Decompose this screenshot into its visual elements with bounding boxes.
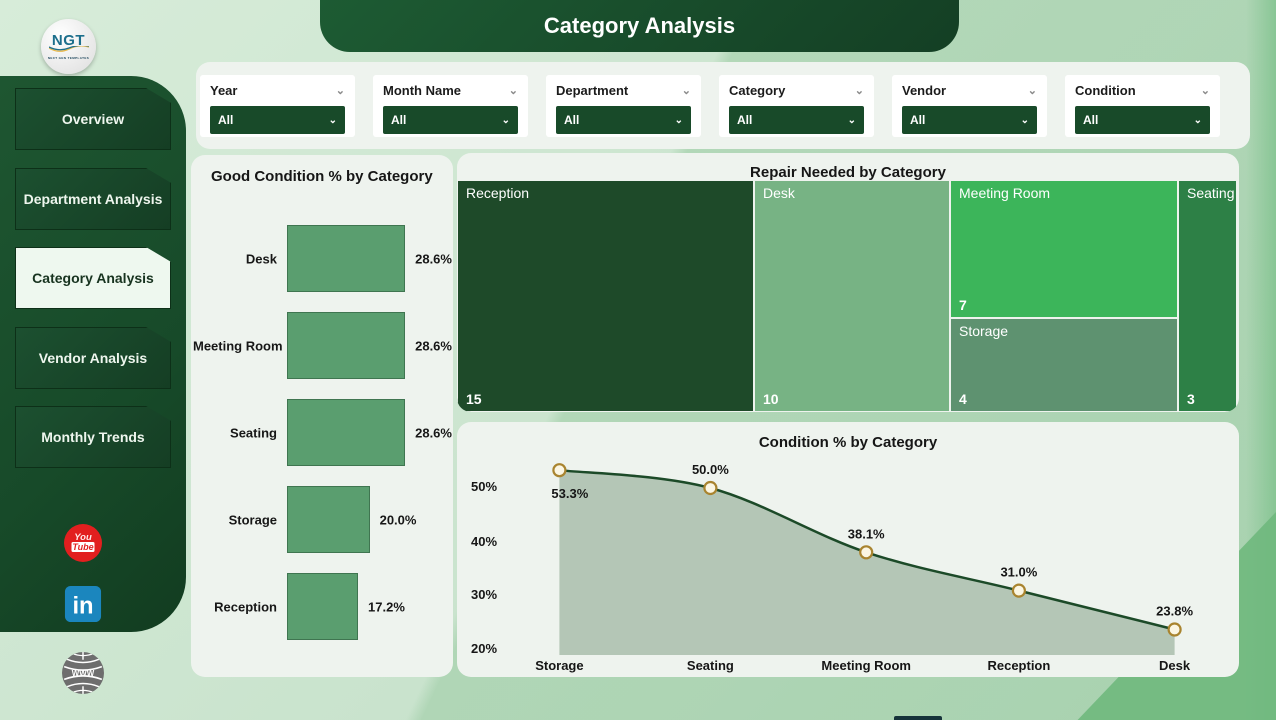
svg-text:23.8%: 23.8% [1156, 604, 1193, 619]
svg-text:31.0%: 31.0% [1000, 565, 1037, 580]
svg-text:Tube: Tube [72, 542, 93, 552]
svg-text:50.0%: 50.0% [692, 462, 729, 477]
svg-text:in: in [72, 593, 93, 620]
svg-text:53.3%: 53.3% [551, 486, 588, 501]
svg-text:38.1%: 38.1% [848, 526, 885, 541]
svg-text:WWW: WWW [72, 669, 95, 678]
